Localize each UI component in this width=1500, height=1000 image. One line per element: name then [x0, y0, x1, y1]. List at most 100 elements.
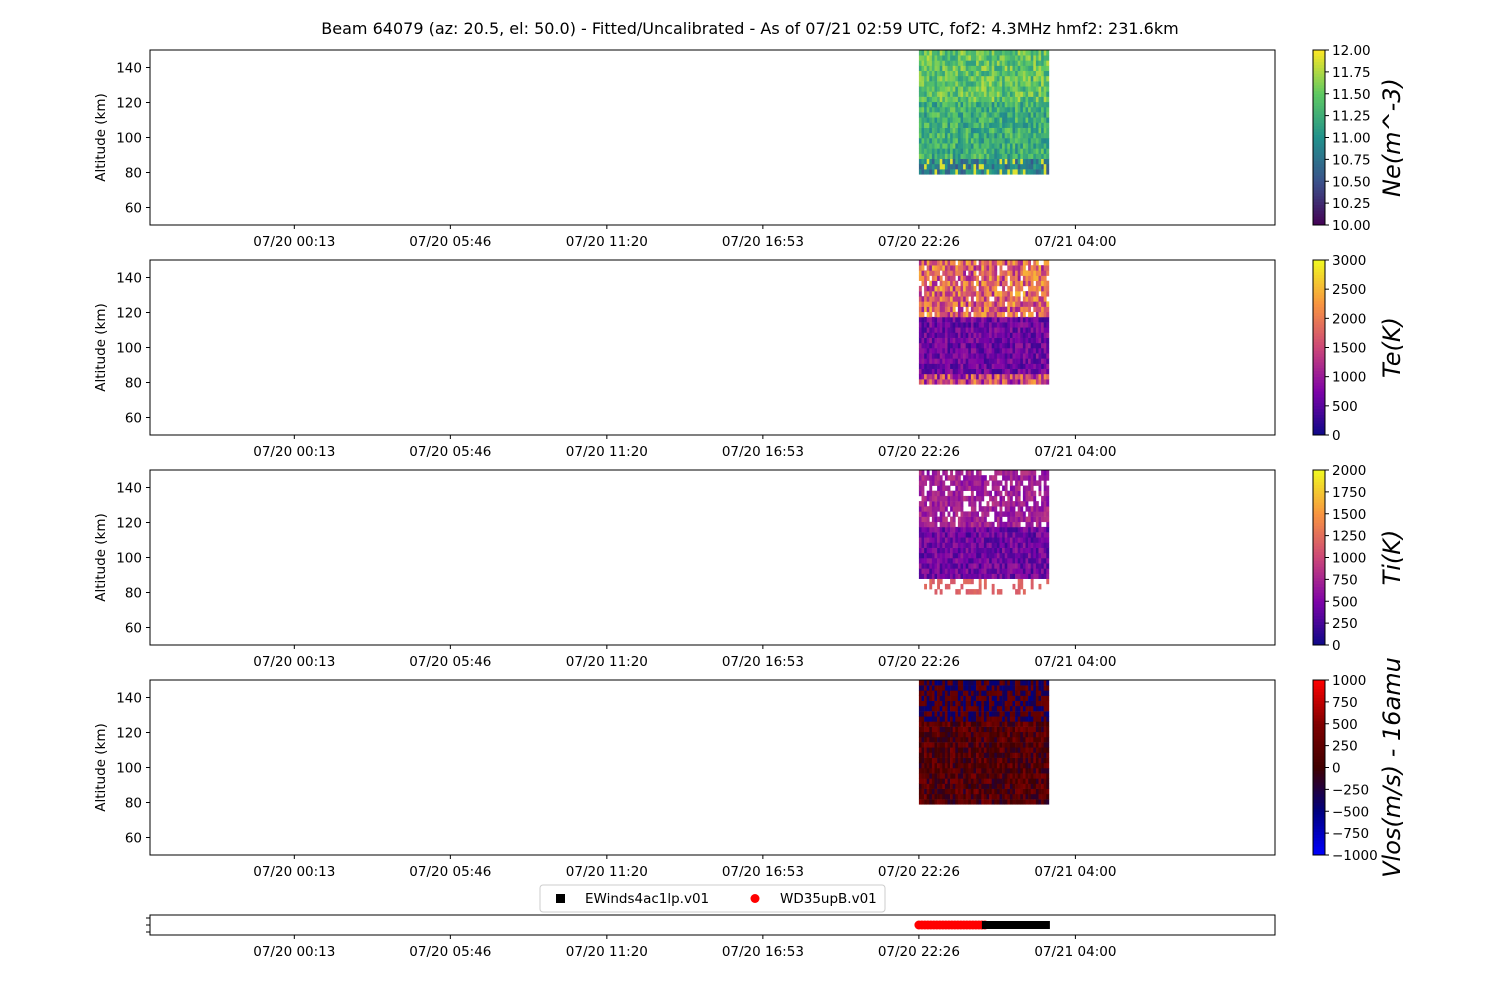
heatmap-cell — [1004, 736, 1008, 743]
heatmap-cell — [955, 700, 959, 707]
heatmap-cell — [921, 101, 925, 108]
heatmap-cell — [968, 291, 972, 297]
heatmap-cell — [955, 327, 959, 333]
heatmap-cell — [1022, 680, 1026, 686]
heatmap-cell — [1007, 695, 1011, 701]
heatmap-cell — [1046, 260, 1050, 266]
heatmap-cell — [944, 101, 948, 108]
heatmap-cell — [924, 296, 927, 302]
heatmap-cell — [1020, 301, 1024, 307]
heatmap-cell — [981, 358, 985, 364]
heatmap-cell — [996, 127, 1000, 134]
heatmap-cell — [929, 480, 933, 486]
heatmap-cell — [965, 521, 969, 528]
heatmap-cell — [1046, 799, 1050, 805]
colorbar-band — [1313, 802, 1325, 806]
heatmap-cell — [1043, 169, 1047, 175]
heatmap-cell — [937, 322, 940, 328]
heatmap-cell — [981, 316, 985, 323]
heatmap-cell — [960, 332, 964, 338]
heatmap-cell — [952, 537, 956, 543]
heatmap-cell — [918, 322, 922, 328]
heatmap-cell — [1020, 762, 1024, 769]
heatmap-cell — [934, 793, 938, 800]
heatmap-cell — [939, 327, 943, 333]
heatmap-cell — [1043, 285, 1047, 292]
heatmap-cell — [939, 81, 943, 87]
heatmap-cell — [1002, 773, 1005, 779]
heatmap-cell — [994, 542, 998, 548]
heatmap-cell — [1043, 685, 1047, 691]
heatmap-cell — [973, 91, 977, 97]
heatmap-cell — [981, 101, 985, 108]
colorbar-band — [1313, 531, 1325, 535]
heatmap-cell — [921, 711, 925, 717]
heatmap-cell — [942, 537, 946, 543]
heatmap-cell — [1033, 373, 1037, 380]
heatmap-cell — [981, 353, 985, 359]
colorbar-band — [1313, 583, 1325, 588]
heatmap-cell — [960, 470, 964, 476]
heatmap-cell — [986, 363, 990, 369]
heatmap-cell — [989, 799, 992, 805]
heatmap-cell — [921, 260, 925, 266]
heatmap-cell — [924, 169, 927, 175]
heatmap-cell — [973, 122, 977, 128]
heatmap-cell — [1043, 143, 1047, 149]
heatmap-cell — [931, 501, 935, 507]
heatmap-cell — [960, 117, 964, 123]
heatmap-cell — [1043, 690, 1047, 696]
heatmap-cell — [937, 275, 940, 281]
heatmap-cell — [996, 169, 1000, 175]
heatmap-cell — [918, 485, 922, 491]
heatmap-cell — [1033, 306, 1037, 313]
heatmap-cell — [996, 783, 1000, 789]
colorbar-band — [1313, 569, 1325, 573]
heatmap-cell — [986, 788, 990, 795]
heatmap-cell — [963, 558, 966, 564]
heatmap-cell — [989, 680, 992, 686]
heatmap-cell — [994, 306, 998, 313]
heatmap-cell — [1028, 379, 1031, 385]
heatmap-cell — [1020, 270, 1024, 276]
heatmap-cell — [929, 373, 933, 380]
heatmap-cell — [947, 373, 951, 380]
heatmap-cell — [1025, 91, 1029, 97]
heatmap-cell — [952, 716, 956, 722]
heatmap-cell — [978, 91, 982, 97]
heatmap-cell — [981, 762, 985, 769]
heatmap-cell — [957, 368, 961, 375]
heatmap-cell — [929, 521, 933, 528]
heatmap-cell — [1041, 50, 1044, 56]
heatmap-cell — [942, 169, 946, 175]
heatmap-cell — [1035, 50, 1039, 56]
heatmap-cell — [991, 50, 995, 56]
colorbar-band — [1313, 286, 1325, 290]
heatmap-cell — [1025, 50, 1029, 56]
heatmap-cell — [1035, 480, 1039, 486]
heatmap-cell — [991, 788, 995, 795]
heatmap-cell — [994, 132, 998, 139]
heatmap-cell — [1046, 768, 1050, 774]
heatmap-cell — [1009, 285, 1013, 292]
heatmap-cell — [1025, 700, 1029, 707]
heatmap-cell — [963, 379, 966, 385]
heatmap-cell — [1007, 260, 1011, 266]
heatmap-cell — [942, 762, 946, 769]
heatmap-cell — [952, 563, 956, 569]
heatmap-cell — [1004, 532, 1008, 538]
heatmap-cell — [1004, 143, 1008, 149]
heatmap-cell — [991, 563, 995, 569]
heatmap-cell — [973, 311, 977, 318]
heatmap-cell — [1043, 353, 1047, 359]
heatmap-cell — [1025, 773, 1029, 779]
heatmap-cell — [1012, 117, 1016, 123]
heatmap-cell — [981, 480, 985, 486]
heatmap-cell — [924, 788, 927, 795]
heatmap-cell — [1009, 685, 1013, 691]
heatmap-cell — [1009, 348, 1013, 354]
heatmap-cell — [937, 747, 940, 753]
y-tick-label: 80 — [125, 376, 142, 392]
heatmap-cell — [1041, 700, 1044, 707]
heatmap-cell — [1004, 526, 1008, 533]
